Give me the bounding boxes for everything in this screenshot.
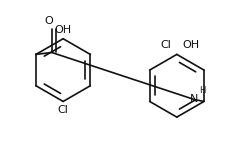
Text: OH: OH bbox=[183, 41, 200, 50]
Text: Cl: Cl bbox=[160, 41, 171, 50]
Text: O: O bbox=[44, 16, 53, 26]
Text: H: H bbox=[199, 86, 205, 95]
Text: N: N bbox=[190, 94, 198, 104]
Text: OH: OH bbox=[55, 25, 72, 35]
Text: Cl: Cl bbox=[58, 105, 69, 115]
